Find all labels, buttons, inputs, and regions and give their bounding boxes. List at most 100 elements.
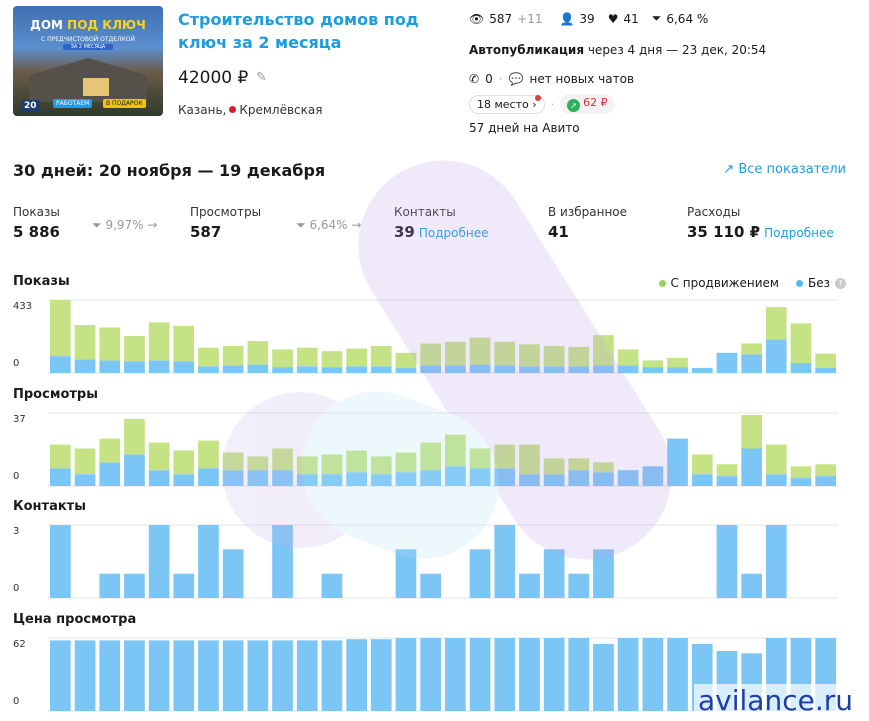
bar-without-promo-29[interactable] [741,448,762,487]
bar-without-promo-30[interactable] [765,339,787,373]
bar-without-promo-26[interactable] [667,438,688,486]
bar-without-promo-13[interactable] [346,366,367,373]
chats-status[interactable]: нет новых чатов [529,72,635,86]
bar-without-promo-15[interactable] [395,638,417,711]
bar-without-promo-19[interactable] [494,525,516,598]
bar-without-promo-21[interactable] [543,474,565,486]
bar-without-promo-1[interactable] [50,356,71,373]
bar-without-promo-7[interactable] [198,366,219,373]
bar-without-promo-10[interactable] [272,640,293,711]
promo-price-pill[interactable]: ➚ 62 ₽ [560,94,615,114]
bar-without-promo-24[interactable] [617,638,639,711]
bar-without-promo-14[interactable] [370,366,392,373]
bar-without-promo-22[interactable] [568,366,590,373]
bar-with-promo-9[interactable] [247,456,269,471]
spend-details-link[interactable]: Подробнее [764,226,834,240]
bar-without-promo-3[interactable] [99,462,121,486]
bar-without-promo-5[interactable] [148,470,170,486]
bar-without-promo-19[interactable] [494,468,516,486]
bar-with-promo-11[interactable] [296,347,318,367]
bar-without-promo-32[interactable] [815,476,836,486]
bar-without-promo-5[interactable] [148,640,170,711]
all-metrics-link[interactable]: ↗ Все показатели [723,162,846,177]
bar-without-promo-12[interactable] [321,573,343,598]
bar-without-promo-23[interactable] [593,365,614,373]
bar-without-promo-13[interactable] [346,639,367,711]
bar-with-promo-20[interactable] [519,344,540,367]
bar-without-promo-29[interactable] [741,573,762,598]
bar-with-promo-26[interactable] [667,357,688,368]
bar-with-promo-10[interactable] [272,349,293,368]
bar-without-promo-6[interactable] [173,640,195,711]
bar-without-promo-18[interactable] [469,638,491,711]
bar-without-promo-2[interactable] [74,640,96,711]
bar-with-promo-23[interactable] [593,462,614,473]
bar-without-promo-8[interactable] [222,365,244,373]
bar-with-promo-15[interactable] [395,452,417,473]
bar-without-promo-32[interactable] [815,367,836,373]
bar-without-promo-3[interactable] [99,573,121,598]
bar-without-promo-6[interactable] [173,573,195,598]
bar-with-promo-21[interactable] [543,346,565,367]
bar-without-promo-19[interactable] [494,638,516,711]
bar-with-promo-21[interactable] [543,458,565,475]
bar-with-promo-32[interactable] [815,353,836,368]
bar-with-promo-9[interactable] [247,341,269,365]
bar-with-promo-7[interactable] [198,440,219,469]
bar-with-promo-10[interactable] [272,448,293,471]
bar-without-promo-18[interactable] [469,549,491,598]
bar-without-promo-26[interactable] [667,367,688,373]
bar-without-promo-20[interactable] [519,474,540,486]
bar-without-promo-30[interactable] [765,474,787,486]
bar-without-promo-22[interactable] [568,638,590,711]
bar-with-promo-6[interactable] [173,450,195,475]
bar-with-promo-1[interactable] [50,300,71,357]
bar-without-promo-23[interactable] [593,643,614,711]
bar-without-promo-7[interactable] [198,468,219,486]
bar-with-promo-20[interactable] [519,444,540,475]
bar-without-promo-12[interactable] [321,474,343,486]
placement-pill[interactable]: 18 место › [469,94,545,114]
bar-without-promo-28[interactable] [716,476,738,486]
bar-without-promo-26[interactable] [667,638,688,711]
bar-without-promo-17[interactable] [445,365,466,373]
bar-with-promo-14[interactable] [370,456,392,475]
bar-with-promo-11[interactable] [296,456,318,475]
bar-without-promo-29[interactable] [741,354,762,374]
bar-without-promo-16[interactable] [420,365,441,373]
bar-without-promo-15[interactable] [395,367,417,373]
bar-with-promo-13[interactable] [346,450,367,473]
bar-with-promo-23[interactable] [593,335,614,366]
bar-with-promo-15[interactable] [395,352,417,368]
bar-without-promo-2[interactable] [74,474,96,486]
bar-without-promo-20[interactable] [519,573,540,598]
bar-without-promo-21[interactable] [543,549,565,598]
bar-without-promo-4[interactable] [124,573,145,598]
bar-without-promo-5[interactable] [148,360,170,373]
bar-without-promo-2[interactable] [74,359,96,374]
bar-without-promo-6[interactable] [173,474,195,486]
bar-with-promo-12[interactable] [321,454,343,475]
bar-without-promo-1[interactable] [50,468,71,486]
bar-with-promo-4[interactable] [124,335,145,362]
edit-price-icon[interactable]: ✎ [256,70,267,85]
bar-with-promo-16[interactable] [420,343,441,366]
bar-without-promo-27[interactable] [691,474,713,486]
bar-without-promo-25[interactable] [642,466,664,486]
bar-without-promo-5[interactable] [148,525,170,598]
bar-with-promo-24[interactable] [617,349,639,366]
bar-without-promo-10[interactable] [272,470,293,486]
bar-without-promo-25[interactable] [642,638,664,711]
bar-with-promo-4[interactable] [124,418,145,455]
bar-with-promo-17[interactable] [445,434,466,467]
bar-with-promo-5[interactable] [148,322,170,361]
bar-without-promo-31[interactable] [790,478,812,486]
bar-without-promo-28[interactable] [716,352,738,373]
bar-with-promo-29[interactable] [741,415,762,449]
bar-with-promo-28[interactable] [716,464,738,477]
bar-with-promo-22[interactable] [568,458,590,471]
bar-with-promo-18[interactable] [469,337,491,365]
bar-with-promo-32[interactable] [815,464,836,477]
bar-without-promo-31[interactable] [790,362,812,373]
bar-without-promo-20[interactable] [519,366,540,373]
